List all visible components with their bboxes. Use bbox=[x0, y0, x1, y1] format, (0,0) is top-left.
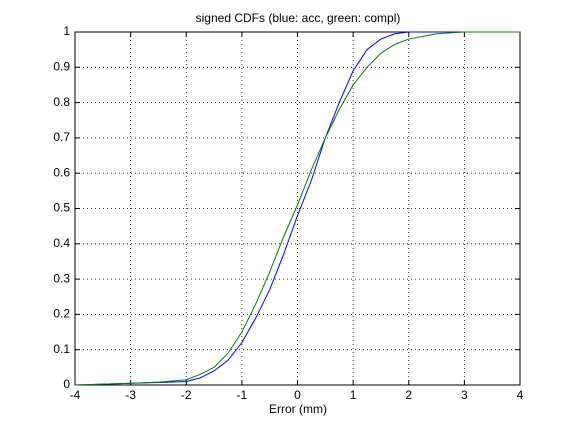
y-tick-label: 0.1 bbox=[53, 342, 70, 356]
x-tick-label: 4 bbox=[517, 388, 524, 402]
x-tick-label: -1 bbox=[237, 388, 248, 402]
y-tick-label: 1 bbox=[63, 24, 70, 38]
y-tick-label: 0.4 bbox=[53, 236, 70, 250]
x-tick-label: 0 bbox=[294, 388, 301, 402]
x-tick-label: -4 bbox=[70, 388, 81, 402]
x-tick-label: 3 bbox=[461, 388, 468, 402]
x-tick-label: 2 bbox=[405, 388, 412, 402]
x-tick-label: -3 bbox=[125, 388, 136, 402]
x-axis-label: Error (mm) bbox=[269, 402, 327, 416]
plot-frame bbox=[74, 31, 521, 386]
y-tick-label: 0.8 bbox=[53, 95, 70, 109]
y-tick-label: 0.5 bbox=[53, 201, 70, 215]
y-tick-label: 0.2 bbox=[53, 307, 70, 321]
y-tick-label: 0.7 bbox=[53, 130, 70, 144]
x-tick-label: -2 bbox=[181, 388, 192, 402]
y-tick-label: 0.6 bbox=[53, 165, 70, 179]
y-tick-label: 0 bbox=[63, 377, 70, 391]
line-series bbox=[74, 31, 520, 386]
y-tick-label: 0.9 bbox=[53, 59, 70, 73]
line-series bbox=[74, 31, 520, 386]
x-tick-label: 1 bbox=[350, 388, 357, 402]
y-tick-label: 0.3 bbox=[53, 271, 70, 285]
chart-title: signed CDFs (blue: acc, green: compl) bbox=[196, 11, 401, 25]
